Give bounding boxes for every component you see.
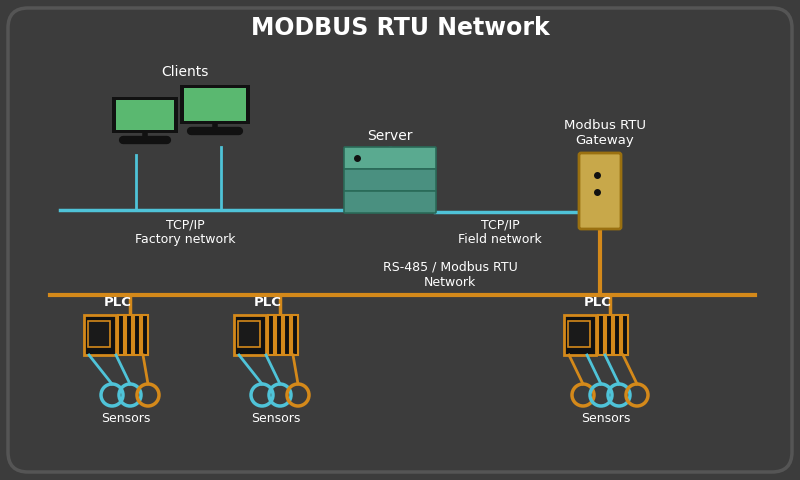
Text: PLC: PLC <box>104 297 132 310</box>
Text: Sensors: Sensors <box>251 411 301 424</box>
FancyBboxPatch shape <box>116 100 174 130</box>
Bar <box>268 315 274 355</box>
Bar <box>142 315 148 355</box>
Bar <box>606 315 612 355</box>
Bar <box>126 315 132 355</box>
Text: PLC: PLC <box>584 297 612 310</box>
Bar <box>276 315 282 355</box>
Text: Sensors: Sensors <box>102 411 150 424</box>
Bar <box>238 321 260 347</box>
Bar <box>88 321 110 347</box>
Bar <box>84 315 116 355</box>
Text: TCP/IP
Field network: TCP/IP Field network <box>458 218 542 246</box>
Text: RS-485 / Modbus RTU
Network: RS-485 / Modbus RTU Network <box>382 261 518 289</box>
Bar <box>292 315 298 355</box>
Bar <box>614 315 620 355</box>
Text: Sensors: Sensors <box>582 411 630 424</box>
Text: Modbus RTU
Gateway: Modbus RTU Gateway <box>564 119 646 147</box>
Bar <box>598 315 604 355</box>
Bar <box>284 315 290 355</box>
Bar <box>234 315 266 355</box>
Text: PLC: PLC <box>254 297 282 310</box>
Bar <box>564 315 596 355</box>
Text: MODBUS RTU Network: MODBUS RTU Network <box>250 16 550 40</box>
Text: Server: Server <box>367 129 413 143</box>
Bar <box>134 315 140 355</box>
Text: TCP/IP
Factory network: TCP/IP Factory network <box>134 218 235 246</box>
FancyBboxPatch shape <box>180 85 250 124</box>
FancyBboxPatch shape <box>344 169 436 191</box>
FancyBboxPatch shape <box>344 147 436 169</box>
FancyBboxPatch shape <box>112 97 178 133</box>
FancyBboxPatch shape <box>184 88 246 121</box>
Bar <box>622 315 628 355</box>
Text: Clients: Clients <box>162 65 209 79</box>
Bar <box>568 321 590 347</box>
FancyBboxPatch shape <box>579 153 621 229</box>
FancyBboxPatch shape <box>344 191 436 213</box>
Bar <box>118 315 124 355</box>
